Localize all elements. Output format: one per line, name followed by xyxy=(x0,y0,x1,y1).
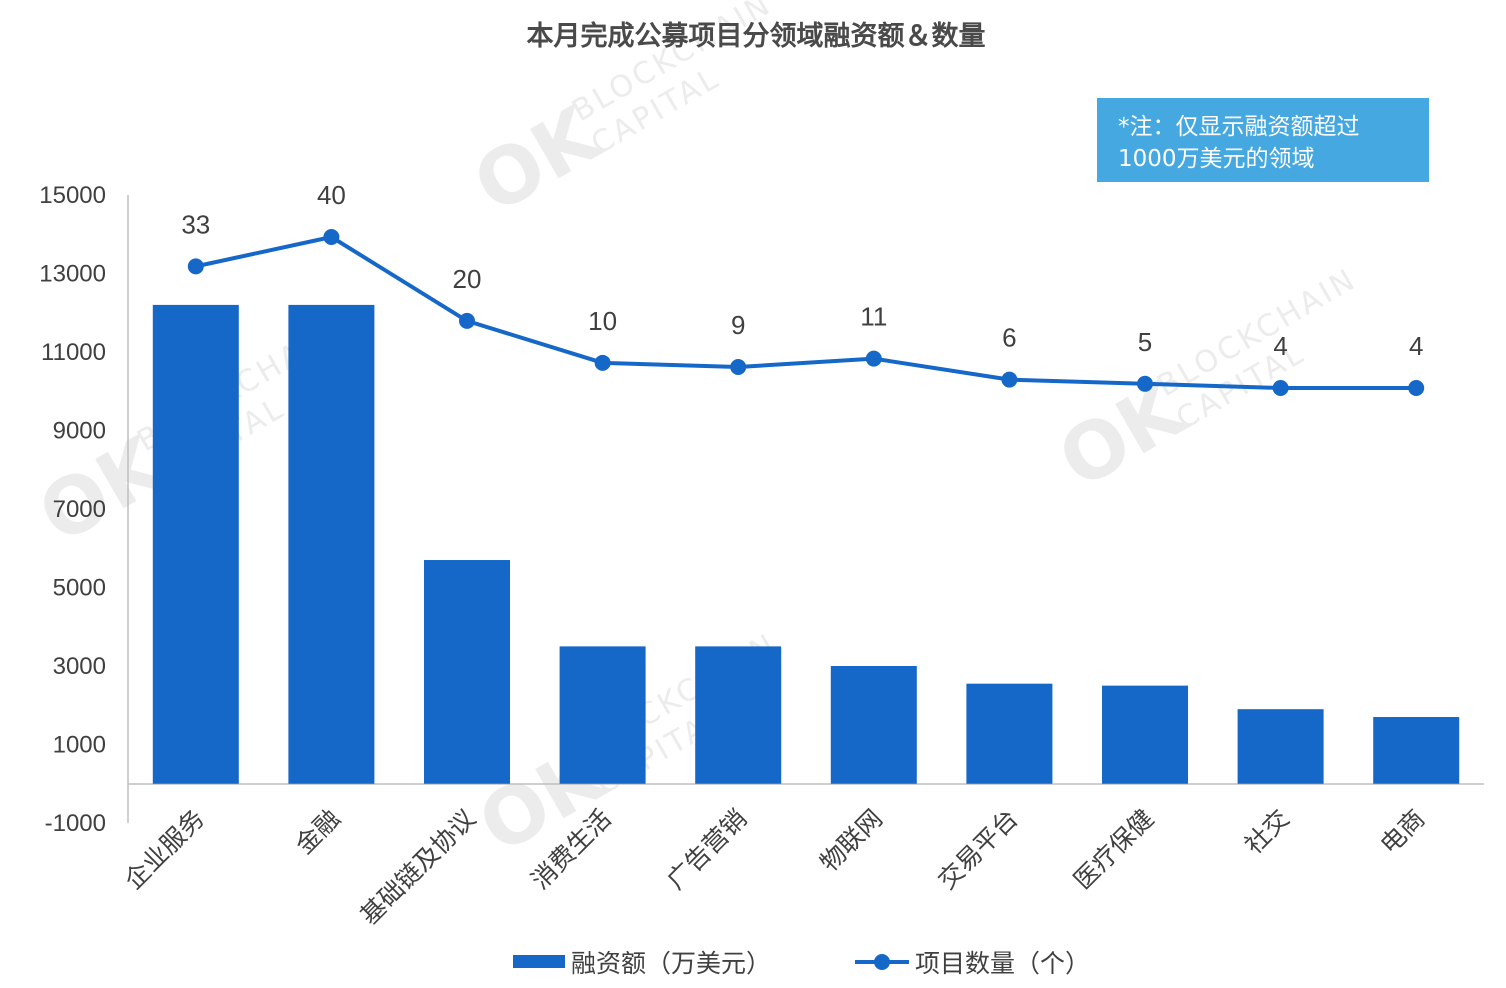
y-tick-label: 11000 xyxy=(41,339,106,366)
y-tick-label: 3000 xyxy=(53,653,106,680)
category-label: 基础链及协议 xyxy=(355,804,482,931)
line-series xyxy=(187,229,1425,396)
category-label: 广告营销 xyxy=(661,804,752,895)
chart-title: 本月完成公募项目分领域融资额＆数量 xyxy=(527,20,986,52)
count-label: 4 xyxy=(1273,331,1287,361)
count-label: 20 xyxy=(453,264,482,294)
count-label: 4 xyxy=(1409,331,1423,361)
count-marker xyxy=(730,359,747,376)
count-marker xyxy=(187,258,204,275)
y-tick-label: 9000 xyxy=(53,418,106,445)
bar xyxy=(830,666,917,784)
note-line-2: 1000万美元的领域 xyxy=(1118,146,1315,172)
bars xyxy=(152,304,1460,784)
y-tick-label: 15000 xyxy=(39,182,106,209)
category-label: 社交 xyxy=(1239,804,1295,860)
count-label: 6 xyxy=(1002,323,1016,353)
count-label: 9 xyxy=(731,310,745,340)
count-marker xyxy=(1272,380,1289,396)
count-marker xyxy=(1408,380,1425,396)
y-tick-label: 13000 xyxy=(39,261,106,288)
count-marker xyxy=(594,354,611,371)
note-box: *注：仅显示融资额超过 1000万美元的领域 xyxy=(1097,98,1429,182)
legend-line-marker xyxy=(874,954,890,970)
bar xyxy=(695,646,782,784)
count-marker xyxy=(1001,371,1018,388)
category-label: 医疗保健 xyxy=(1068,804,1159,895)
bar xyxy=(288,304,375,784)
legend-line-label: 项目数量（个） xyxy=(915,949,1090,978)
bar xyxy=(559,646,646,784)
y-tick-label: -1000 xyxy=(45,810,106,837)
count-label: 40 xyxy=(317,180,346,210)
data-labels: 33 40 20 10 9 11 6 5 4 4 xyxy=(181,180,1423,361)
note-background xyxy=(1097,98,1429,182)
bar xyxy=(1102,685,1188,784)
category-label: 交易平台 xyxy=(932,804,1023,895)
count-marker xyxy=(459,312,475,329)
x-axis-labels: 企业服务 金融 基础链及协议 消费生活 广告营销 物联网 交易平台 医疗保健 社交 电商 xyxy=(119,804,1431,931)
count-marker xyxy=(1137,375,1153,392)
bar xyxy=(1237,709,1324,784)
count-line xyxy=(195,235,1417,390)
count-label: 11 xyxy=(860,302,887,332)
count-label: 33 xyxy=(181,209,210,239)
y-axis-ticks: 15000 13000 11000 9000 7000 5000 3000 1000 -1000 xyxy=(39,182,106,837)
category-label: 金融 xyxy=(290,804,346,860)
category-label: 企业服务 xyxy=(119,804,210,895)
bar xyxy=(424,560,510,784)
y-tick-label: 7000 xyxy=(53,496,106,523)
legend: 融资额（万美元） 项目数量（个） xyxy=(513,949,1090,978)
note-line-1: *注：仅显示融资额超过 xyxy=(1118,114,1360,140)
legend-bar-swatch xyxy=(513,955,565,968)
bar xyxy=(1373,717,1460,784)
bar xyxy=(966,683,1053,784)
y-tick-label: 1000 xyxy=(53,732,106,759)
count-label: 10 xyxy=(588,306,617,336)
legend-bar-label: 融资额（万美元） xyxy=(571,949,771,978)
category-label: 物联网 xyxy=(814,804,888,878)
y-tick-label: 5000 xyxy=(53,575,106,602)
count-marker xyxy=(323,229,340,245)
bar xyxy=(152,304,239,784)
category-label: 电商 xyxy=(1375,804,1431,860)
count-marker xyxy=(865,350,882,367)
count-label: 5 xyxy=(1138,327,1152,357)
